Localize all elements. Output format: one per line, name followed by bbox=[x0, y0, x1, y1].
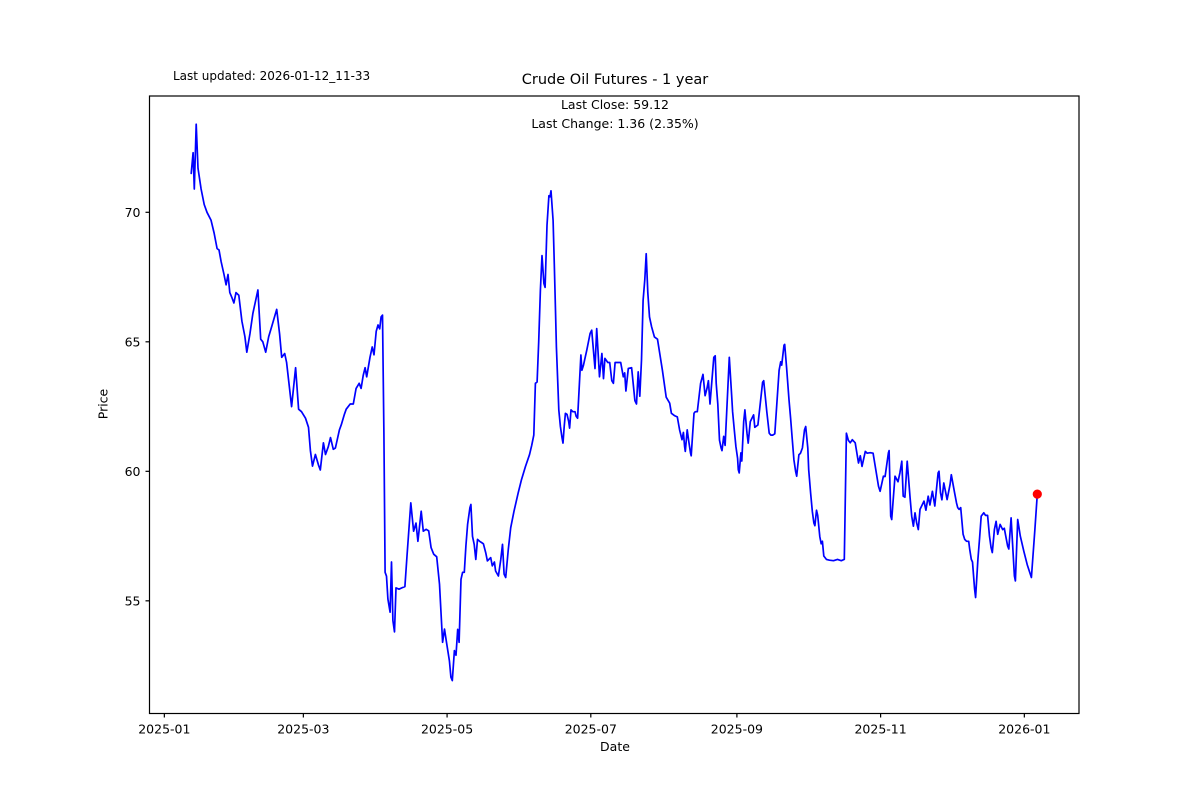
x-tick-label: 2025-01 bbox=[138, 722, 190, 737]
y-axis-label: Price bbox=[95, 388, 111, 420]
price-line bbox=[190, 123, 1039, 682]
last-change-annotation: Last Change: 1.36 (2.35%) bbox=[531, 116, 699, 131]
x-tick-label: 2026-01 bbox=[998, 722, 1050, 737]
y-tick-label: 55 bbox=[125, 593, 141, 608]
y-tick-label: 70 bbox=[125, 205, 141, 220]
y-tick-label: 60 bbox=[125, 464, 141, 479]
x-tick-label: 2025-11 bbox=[854, 722, 906, 737]
last-updated-label: Last updated: 2026-01-12_11-33 bbox=[173, 69, 371, 83]
last-close-marker bbox=[1032, 489, 1042, 499]
x-axis-label: Date bbox=[600, 739, 630, 754]
x-tick-label: 2025-07 bbox=[565, 722, 617, 737]
chart-title: Crude Oil Futures - 1 year bbox=[521, 72, 709, 88]
x-tick-label: 2025-03 bbox=[277, 722, 329, 737]
y-tick-label: 65 bbox=[125, 334, 141, 349]
x-tick-label: 2025-09 bbox=[711, 722, 763, 737]
x-tick-label: 2025-05 bbox=[421, 722, 473, 737]
last-close-annotation: Last Close: 59.12 bbox=[560, 97, 670, 112]
plot-frame bbox=[148, 95, 1080, 715]
